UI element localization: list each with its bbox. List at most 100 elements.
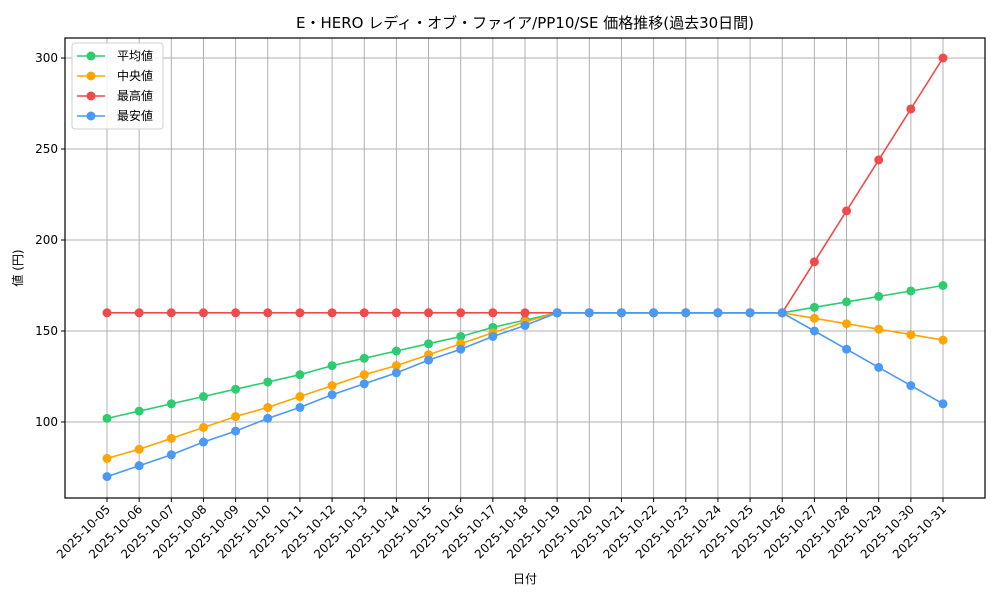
data-point <box>102 453 112 463</box>
data-point <box>231 308 241 318</box>
data-point <box>584 308 594 318</box>
legend-item: 平均値 <box>77 48 153 63</box>
data-point <box>391 361 401 371</box>
data-point <box>809 313 819 323</box>
legend-marker-icon <box>86 111 96 121</box>
data-point <box>456 344 466 354</box>
data-point <box>424 308 434 318</box>
data-point <box>231 412 241 422</box>
data-point <box>327 390 337 400</box>
data-point <box>198 392 208 402</box>
data-point <box>198 422 208 432</box>
chart-title: E・HERO レディ・オブ・ファイア/PP10/SE 価格推移(過去30日間) <box>296 14 754 32</box>
data-point <box>649 308 659 318</box>
series-lines <box>102 53 948 482</box>
data-point <box>359 353 369 363</box>
y-tick-label: 200 <box>35 233 58 247</box>
legend-box <box>71 42 164 130</box>
data-point <box>809 326 819 336</box>
legend-item: 最安値 <box>77 108 153 123</box>
data-point <box>456 331 466 341</box>
data-point <box>842 344 852 354</box>
data-point <box>327 381 337 391</box>
data-point <box>134 308 144 318</box>
data-point <box>520 308 530 318</box>
data-point <box>552 308 562 318</box>
data-point <box>166 399 176 409</box>
data-point <box>906 104 916 114</box>
data-point <box>295 392 305 402</box>
data-point <box>842 319 852 329</box>
data-point <box>102 308 112 318</box>
data-point <box>231 384 241 394</box>
data-point <box>938 399 948 409</box>
data-point <box>488 308 498 318</box>
y-tick-label: 100 <box>35 415 58 429</box>
legend-label: 最高値 <box>117 88 153 103</box>
data-point <box>359 379 369 389</box>
data-point <box>777 308 787 318</box>
data-point <box>359 370 369 380</box>
data-point <box>263 413 273 423</box>
data-point <box>166 450 176 460</box>
data-point <box>809 257 819 267</box>
data-point <box>391 368 401 378</box>
data-point <box>906 286 916 296</box>
legend-label: 中央値 <box>117 68 153 83</box>
data-point <box>295 370 305 380</box>
y-axis: 100 150 200 250 300 <box>35 51 65 429</box>
data-point <box>359 308 369 318</box>
legend-item: 中央値 <box>77 68 153 83</box>
data-point <box>327 308 337 318</box>
data-point <box>134 444 144 454</box>
data-point <box>456 308 466 318</box>
legend-marker-icon <box>86 71 96 81</box>
data-point <box>713 308 723 318</box>
data-point <box>681 308 691 318</box>
data-point <box>745 308 755 318</box>
x-axis: 2025-10-052025-10-062025-10-072025-10-08… <box>54 498 949 561</box>
data-point <box>327 361 337 371</box>
data-point <box>134 406 144 416</box>
data-point <box>874 155 884 165</box>
data-point <box>102 413 112 423</box>
data-point <box>938 335 948 345</box>
data-point <box>424 355 434 365</box>
data-point <box>134 461 144 471</box>
y-axis-label: 値 (円) <box>10 249 25 286</box>
data-point <box>295 308 305 318</box>
data-point <box>198 308 208 318</box>
data-point <box>488 331 498 341</box>
legend-item: 最高値 <box>77 88 153 103</box>
data-point <box>906 330 916 340</box>
data-point <box>166 433 176 443</box>
legend-marker-icon <box>86 51 96 61</box>
data-point <box>391 346 401 356</box>
data-point <box>938 53 948 63</box>
data-point <box>520 321 530 331</box>
y-tick-label: 300 <box>35 51 58 65</box>
legend-label: 最安値 <box>117 108 153 123</box>
data-point <box>906 381 916 391</box>
data-point <box>198 437 208 447</box>
data-point <box>231 426 241 436</box>
y-tick-label: 250 <box>35 142 58 156</box>
y-tick-label: 150 <box>35 324 58 338</box>
data-point <box>809 302 819 312</box>
series-最安値 <box>102 308 948 482</box>
grid-lines <box>65 38 985 498</box>
legend-label: 平均値 <box>117 48 153 63</box>
data-point <box>166 308 176 318</box>
data-point <box>874 362 884 372</box>
data-point <box>391 308 401 318</box>
data-point <box>616 308 626 318</box>
data-point <box>874 291 884 301</box>
data-point <box>295 402 305 412</box>
data-point <box>842 206 852 216</box>
data-point <box>938 281 948 290</box>
data-point <box>263 402 273 412</box>
legend-marker-icon <box>86 91 96 101</box>
x-axis-label: 日付 <box>513 572 537 586</box>
